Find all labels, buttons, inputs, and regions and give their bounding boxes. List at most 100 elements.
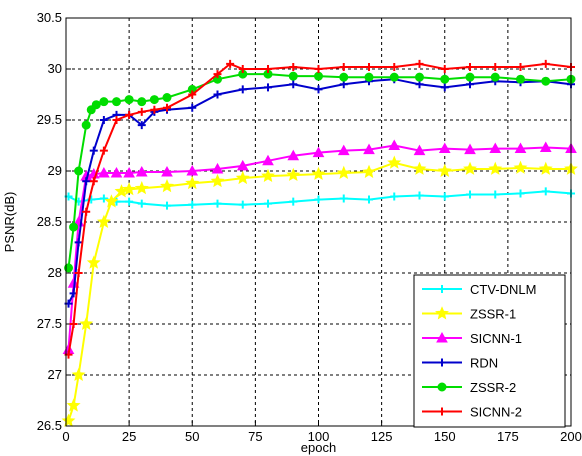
data-point: [186, 164, 199, 176]
data-point: [162, 93, 172, 103]
x-tick-label: 175: [497, 429, 519, 444]
data-point: [185, 175, 200, 190]
x-tick-label: 125: [371, 429, 393, 444]
data-point: [71, 367, 86, 381]
data-point: [437, 163, 452, 177]
data-point: [388, 139, 401, 150]
data-point: [134, 180, 149, 195]
legend-label: SICNN-2: [470, 405, 522, 420]
series-zssr-2: [64, 69, 576, 273]
data-point: [541, 187, 550, 196]
data-point: [438, 407, 446, 416]
data-point: [150, 105, 159, 114]
data-point: [463, 161, 477, 175]
data-point: [122, 182, 137, 196]
y-tick-label: 29: [48, 163, 62, 178]
data-point: [314, 195, 323, 204]
y-tick-label: 30.5: [37, 10, 62, 25]
x-tick-label: 100: [308, 429, 330, 444]
data-point: [464, 143, 476, 155]
x-axis-label: epoch: [301, 440, 336, 455]
plot-area-frame: [65, 17, 572, 427]
data-point: [264, 83, 272, 92]
y-tick-label: 28.5: [37, 214, 62, 229]
data-point: [387, 155, 402, 169]
data-point: [314, 71, 323, 81]
data-point: [61, 413, 76, 427]
data-point: [226, 59, 235, 68]
y-tick-label: 27: [48, 367, 62, 382]
data-point: [541, 76, 551, 86]
data-point: [438, 358, 446, 367]
data-point: [86, 255, 101, 269]
data-point: [124, 95, 134, 105]
data-point: [213, 199, 222, 208]
data-point: [390, 192, 399, 201]
data-point: [415, 72, 424, 82]
x-tick-label: 0: [62, 429, 69, 444]
data-point: [314, 65, 323, 73]
data-point: [82, 207, 91, 216]
data-point: [363, 143, 375, 155]
data-point: [287, 149, 300, 161]
data-point: [339, 72, 349, 82]
data-point: [415, 191, 424, 200]
data-point: [91, 100, 101, 110]
legend-label: CTV-DNLM: [470, 282, 536, 297]
legend-item: ZSSR-2: [422, 380, 516, 395]
data-point: [188, 90, 197, 99]
data-point: [89, 177, 98, 186]
data-point: [289, 197, 298, 206]
data-point: [99, 194, 108, 203]
data-point: [440, 83, 449, 92]
data-point: [513, 160, 528, 174]
data-point: [413, 144, 426, 156]
data-point: [491, 62, 500, 71]
data-point: [362, 164, 376, 178]
data-point: [365, 195, 373, 204]
data-point: [436, 331, 448, 343]
data-point: [64, 263, 74, 273]
data-point: [339, 62, 348, 71]
data-point: [112, 116, 121, 124]
data-point: [188, 103, 197, 112]
data-point: [288, 71, 298, 81]
legend-item: SICNN-1: [422, 331, 522, 346]
data-point: [137, 107, 146, 116]
y-tick-label: 28: [48, 265, 62, 280]
data-point: [125, 197, 134, 206]
data-point: [137, 97, 147, 107]
data-point: [104, 194, 119, 208]
data-point: [137, 199, 146, 208]
data-point: [516, 74, 525, 84]
data-point: [262, 154, 274, 166]
data-point: [213, 70, 222, 79]
data-point: [539, 141, 552, 153]
data-point: [389, 72, 399, 82]
data-point: [82, 177, 91, 186]
data-point: [79, 316, 94, 330]
data-point: [99, 97, 109, 107]
data-point: [289, 80, 298, 89]
data-point: [238, 65, 247, 73]
data-point: [261, 168, 275, 183]
data-point: [289, 62, 298, 71]
data-point: [98, 167, 110, 178]
data-point: [236, 159, 249, 171]
data-point: [538, 161, 553, 175]
data-point: [96, 214, 111, 228]
series-sicnn-2: [64, 59, 575, 359]
data-point: [336, 165, 351, 179]
data-point: [516, 62, 525, 71]
data-point: [314, 85, 323, 94]
legend-item: CTV-DNLM: [422, 282, 536, 297]
x-tick-label: 75: [248, 429, 262, 444]
data-point: [440, 65, 449, 73]
data-point: [74, 238, 83, 247]
data-point: [99, 146, 108, 155]
data-point: [466, 62, 474, 71]
data-point: [188, 200, 197, 209]
data-point: [264, 199, 272, 208]
y-tick-label: 29.5: [37, 112, 62, 127]
